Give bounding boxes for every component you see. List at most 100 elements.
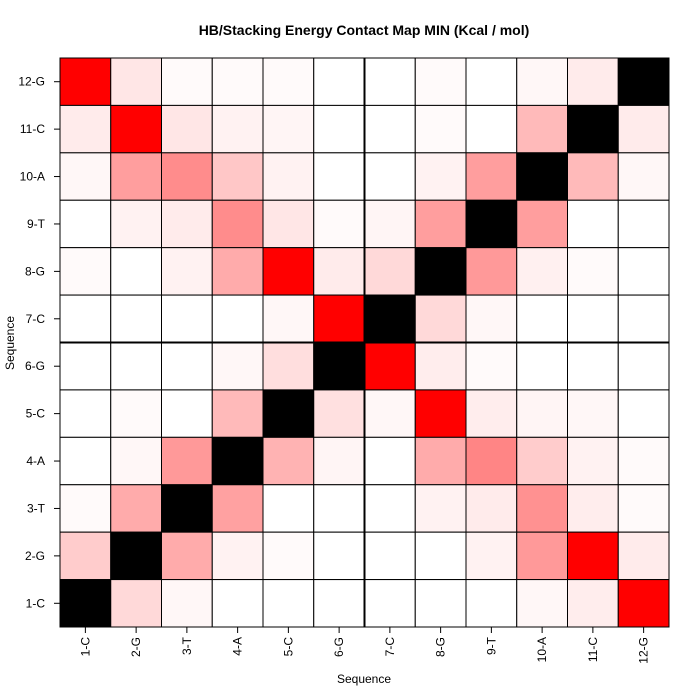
x-tick-label: 3-T <box>180 636 194 655</box>
heatmap-cell-1-C-12-G <box>617 579 670 628</box>
heatmap-cell-11-C-2-G <box>110 104 162 154</box>
heatmap-cell-5-C-3-T <box>161 389 213 438</box>
heatmap-cell-4-A-10-A <box>516 436 568 486</box>
heatmap-cell-5-C-11-C <box>567 389 619 438</box>
heatmap-cell-11-C-8-G <box>414 104 467 154</box>
heatmap-cell-12-G-4-A <box>211 57 264 106</box>
heatmap-cell-3-T-12-G <box>617 484 670 533</box>
heatmap-cell-2-G-6-G <box>313 531 365 581</box>
heatmap-cell-6-G-6-G <box>313 342 365 391</box>
heatmap-cell-2-G-9-T <box>465 531 518 581</box>
heatmap-cell-10-A-1-C <box>59 152 112 201</box>
heatmap-cell-4-A-5-C <box>262 436 315 486</box>
heatmap-cell-3-T-7-C <box>364 484 416 533</box>
heatmap-cell-12-G-1-C <box>59 57 112 106</box>
heatmap-cell-4-A-7-C <box>364 436 416 486</box>
heatmap-cell-3-T-6-G <box>313 484 365 533</box>
heatmap-cell-4-A-8-G <box>414 436 467 486</box>
heatmap-cell-3-T-9-T <box>465 484 518 533</box>
heatmap-cell-5-C-7-C <box>364 389 416 438</box>
heatmap-cell-9-T-3-T <box>161 199 213 249</box>
heatmap-cell-6-G-4-A <box>211 342 264 391</box>
heatmap-cell-10-A-5-C <box>262 152 315 201</box>
heatmap-cell-1-C-1-C <box>59 579 112 628</box>
heatmap-cell-8-G-7-C <box>364 247 416 296</box>
heatmap-cell-1-C-2-G <box>110 579 162 628</box>
heatmap-cell-1-C-3-T <box>161 579 213 628</box>
heatmap-cell-9-T-7-C <box>364 199 416 249</box>
heatmap-cell-2-G-4-A <box>211 531 264 581</box>
heatmap-cell-8-G-3-T <box>161 247 213 296</box>
heatmap-cell-12-G-9-T <box>465 57 518 106</box>
heatmap-cell-9-T-12-G <box>617 199 670 249</box>
heatmap-cell-2-G-12-G <box>617 531 670 581</box>
x-tick-label: 10-A <box>535 637 549 662</box>
y-tick-label: 10-A <box>20 170 45 184</box>
heatmap-cell-4-A-2-G <box>110 436 162 486</box>
heatmap-cell-4-A-11-C <box>567 436 619 486</box>
heatmap-cell-8-G-8-G <box>414 247 467 296</box>
heatmap-cell-12-G-7-C <box>364 57 416 106</box>
heatmap-cell-10-A-6-G <box>313 152 365 201</box>
heatmap-cell-9-T-8-G <box>414 199 467 249</box>
heatmap-cell-10-A-11-C <box>567 152 619 201</box>
y-tick-label: 7-C <box>26 312 46 326</box>
heatmap-cell-1-C-7-C <box>364 579 416 628</box>
heatmap-cell-3-T-3-T <box>161 484 213 533</box>
heatmap-cell-9-T-11-C <box>567 199 619 249</box>
heatmap-cell-5-C-12-G <box>617 389 670 438</box>
heatmap-cell-11-C-10-A <box>516 104 568 154</box>
x-tick-label: 7-C <box>383 637 397 657</box>
heatmap-cell-11-C-9-T <box>465 104 518 154</box>
heatmap-cell-12-G-2-G <box>110 57 162 106</box>
heatmap-cell-10-A-2-G <box>110 152 162 201</box>
heatmap-separators <box>60 58 669 627</box>
heatmap-cell-9-T-9-T <box>465 199 518 249</box>
heatmap-cell-8-G-5-C <box>262 247 315 296</box>
heatmap-cell-10-A-10-A <box>516 152 568 201</box>
y-axis-label: Sequence <box>3 316 17 370</box>
heatmap-cell-6-G-12-G <box>617 342 670 391</box>
heatmap-cell-11-C-11-C <box>567 104 619 154</box>
heatmap-cell-8-G-6-G <box>313 247 365 296</box>
heatmap-cell-6-G-5-C <box>262 342 315 391</box>
heatmap-cell-3-T-11-C <box>567 484 619 533</box>
heatmap-cell-5-C-5-C <box>262 389 315 438</box>
heatmap-cell-3-T-4-A <box>211 484 264 533</box>
x-tick-label: 6-G <box>332 637 346 657</box>
heatmap-cell-9-T-4-A <box>211 199 264 249</box>
x-axis-ticks: 1-C 2-G 3-T 4-A 5-C 6-G 7-C 8-G 9-T 10-A 11-C 12-G <box>78 627 651 664</box>
heatmap-cell-12-G-3-T <box>161 57 213 106</box>
heatmap-cell-1-C-4-A <box>211 579 264 628</box>
heatmap-cell-6-G-8-G <box>414 342 467 391</box>
heatmap-cell-11-C-7-C <box>364 104 416 154</box>
x-tick-label: 5-C <box>281 637 295 657</box>
heatmap-cell-11-C-3-T <box>161 104 213 154</box>
heatmap-cell-6-G-9-T <box>465 342 518 391</box>
heatmap-cell-5-C-10-A <box>516 389 568 438</box>
heatmap-cell-10-A-4-A <box>211 152 264 201</box>
heatmap-cell-1-C-10-A <box>516 579 568 628</box>
heatmap-cell-6-G-1-C <box>59 342 112 391</box>
heatmap-cell-2-G-7-C <box>364 531 416 581</box>
heatmap-cell-7-C-5-C <box>262 294 315 344</box>
heatmap-cell-5-C-2-G <box>110 389 162 438</box>
heatmap-cell-10-A-3-T <box>161 152 213 201</box>
heatmap-cell-6-G-2-G <box>110 342 162 391</box>
heatmap-cell-7-C-3-T <box>161 294 213 344</box>
y-tick-label: 4-A <box>26 454 45 468</box>
heatmap-cell-9-T-2-G <box>110 199 162 249</box>
heatmap-cell-11-C-12-G <box>617 104 670 154</box>
plot-frame <box>59 57 670 628</box>
heatmap-cell-11-C-6-G <box>313 104 365 154</box>
heatmap-cell-5-C-9-T <box>465 389 518 438</box>
heatmap-cell-12-G-8-G <box>414 57 467 106</box>
heatmap-cell-12-G-12-G <box>617 57 670 106</box>
x-axis-label: Sequence <box>337 672 391 686</box>
heatmap-cell-4-A-12-G <box>617 436 670 486</box>
heatmap-cell-7-C-4-A <box>211 294 264 344</box>
y-tick-label: 5-C <box>26 407 46 421</box>
heatmap-cell-9-T-5-C <box>262 199 315 249</box>
heatmap-cell-7-C-12-G <box>617 294 670 344</box>
